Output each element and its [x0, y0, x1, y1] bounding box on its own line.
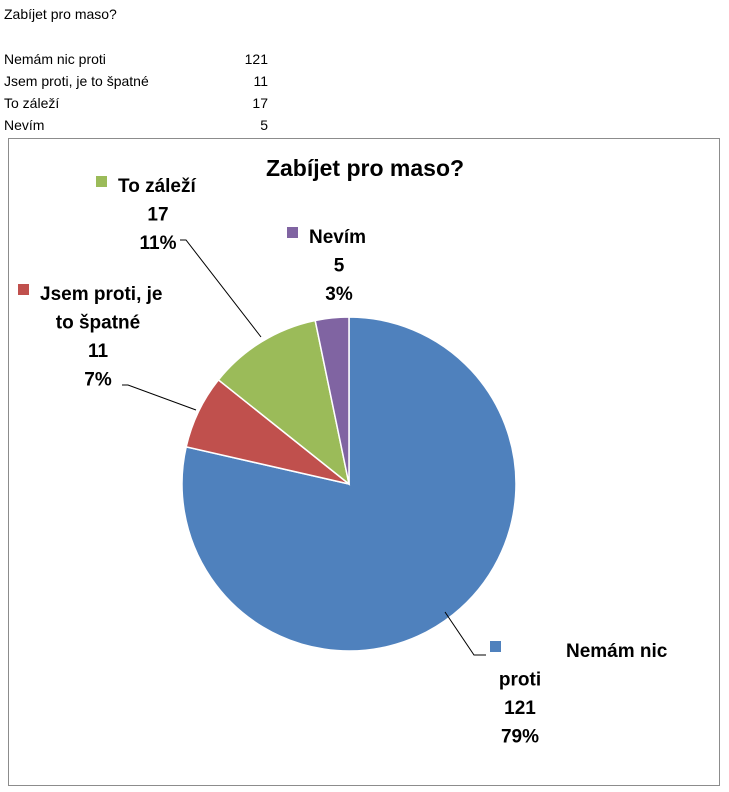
leader-line-to-zalezi [180, 239, 262, 338]
data-label-jsem-proti: to špatné [56, 313, 140, 334]
data-label-jsem-proti: Jsem proti, je [40, 284, 163, 305]
table-row: Nemám nic proti 121 [4, 48, 268, 70]
chart-title: Zabíjet pro maso? [266, 155, 464, 181]
data-label-nemam-nic-proti: 121 [504, 698, 536, 719]
data-label-nemam-nic-proti: 79% [501, 727, 539, 748]
data-label-nevim: Nevím [309, 227, 366, 248]
data-label-nevim: 5 [334, 256, 345, 277]
data-label-nemam-nic-proti: proti [499, 670, 541, 691]
data-label-to-zalezi: 17 [147, 205, 168, 226]
row-label: Jsem proti, je to špatné [4, 73, 149, 89]
data-table: Nemám nic proti 121 Jsem proti, je to šp… [4, 48, 268, 136]
leader-line-nemam-nic-proti [444, 611, 486, 656]
data-label-nevim: 3% [325, 284, 353, 305]
row-value: 11 [253, 73, 268, 89]
table-row: Jsem proti, je to špatné 11 [4, 70, 268, 92]
row-label: Nemám nic proti [4, 51, 106, 67]
data-label-nemam-nic-proti: Nemám nic [566, 641, 668, 662]
data-label-to-zalezi: To záleží [118, 176, 196, 197]
data-label-jsem-proti: 7% [84, 370, 112, 391]
data-label-to-zalezi: 11% [140, 233, 177, 254]
legend-key-to-zalezi [96, 176, 107, 187]
row-value: 121 [244, 51, 268, 67]
legend-key-nevim [287, 227, 298, 238]
table-row: To záleží 17 [4, 92, 268, 114]
row-label: Nevím [4, 117, 45, 133]
row-label: To záleží [4, 95, 60, 111]
sheet-title: Zabíjet pro maso? [4, 6, 117, 22]
legend-key-jsem-proti [18, 284, 29, 295]
legend-key-nemam-nic-proti [490, 641, 501, 652]
row-value: 5 [260, 117, 268, 133]
table-row: Nevím 5 [4, 114, 268, 136]
pie-slice-nevim[interactable] [314, 316, 350, 485]
leader-line-jsem-proti [122, 384, 197, 411]
pie-slice-to-zalezi[interactable] [217, 319, 351, 486]
row-value: 17 [252, 95, 268, 111]
data-label-jsem-proti: 11 [88, 341, 109, 362]
